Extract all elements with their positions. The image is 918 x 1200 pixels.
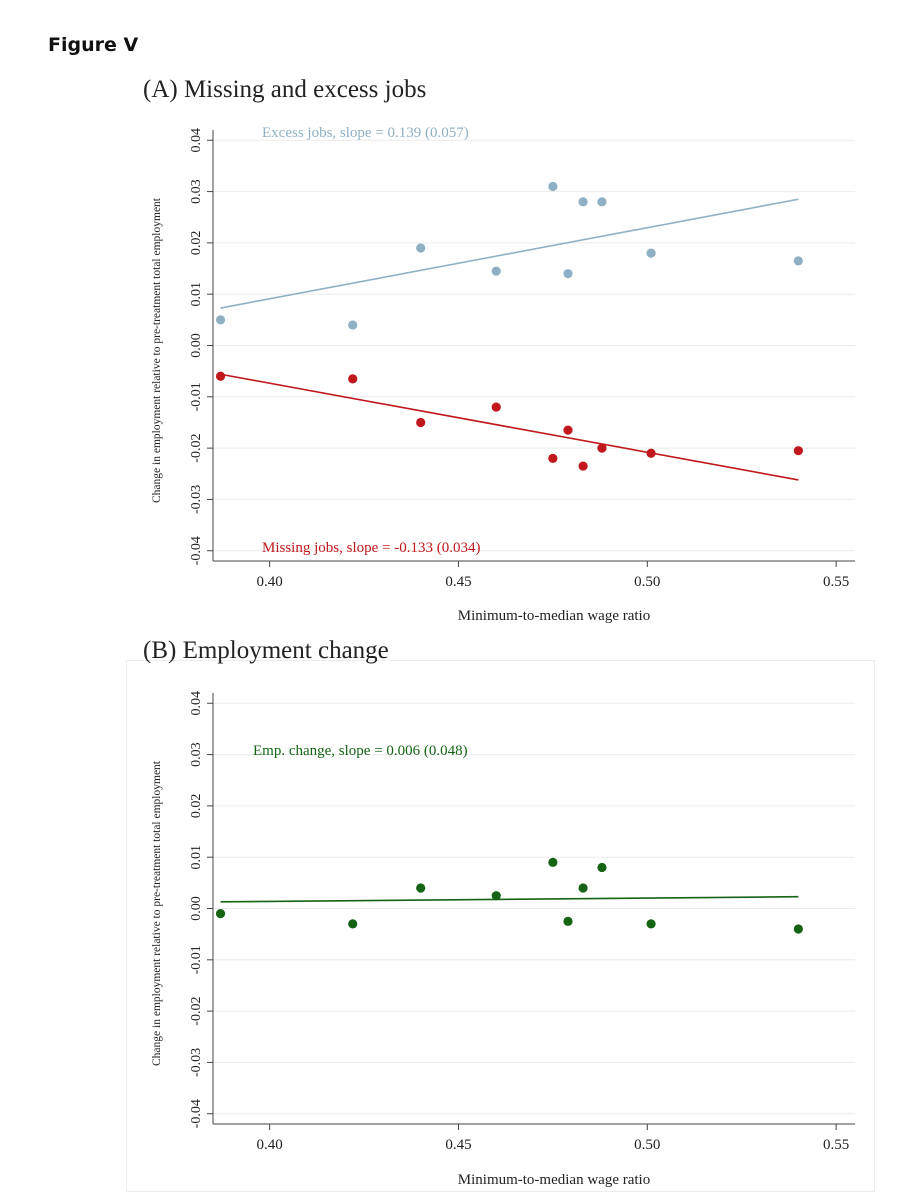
panel-a-series-2-annotation: Missing jobs, slope = -0.133 (0.034)	[262, 540, 480, 556]
panel-a-series-1-point	[416, 243, 426, 253]
panel-a-series-1-point	[491, 266, 501, 276]
figure-label: Figure V	[48, 34, 139, 56]
panel-a-x-tick-label: 0.40	[257, 574, 283, 590]
panel-a-series-2-point	[215, 371, 226, 381]
panel-a-y-tick-label: 0.00	[189, 333, 204, 358]
panel-b-y-tick-label: -0.03	[189, 1048, 204, 1077]
panel-b-y-tick-label: -0.02	[189, 997, 204, 1026]
panel-b-title: (B) Employment change	[143, 637, 389, 664]
panel-b-x-tick-label: 0.45	[445, 1137, 471, 1153]
panel-b-y-tick-label: 0.04	[189, 691, 204, 716]
panel-b-series-1-point	[348, 919, 358, 929]
panel-b-series-1-point	[215, 909, 226, 919]
panel-a-series-2-point	[597, 443, 607, 453]
panel-a-series-2-point	[563, 425, 573, 435]
panel-a-y-axis-label: Change in employment relative to pre-tre…	[151, 197, 163, 503]
panel-a-x-axis-label: Minimum-to-median wage ratio	[458, 608, 650, 624]
panel-b-series-1-point	[416, 883, 426, 893]
panel-a-series-1-point	[548, 181, 558, 192]
panel-a-series-1-annotation: Excess jobs, slope = 0.139 (0.057)	[262, 125, 469, 141]
panel-a-series-1-point	[646, 248, 656, 258]
panel-b-y-tick-label: 0.03	[189, 742, 204, 767]
panel-a-series-1-point	[563, 269, 573, 279]
panel-a-title: (A) Missing and excess jobs	[143, 76, 426, 103]
panel-b-y-tick-label: 0.02	[189, 794, 204, 819]
panel-b-series-1-point	[578, 883, 588, 893]
panel-a-series-2-point	[646, 448, 656, 458]
panel-a-y-tick-label: 0.02	[189, 231, 204, 256]
panel-b-series-1-point	[548, 857, 558, 867]
panel-a-x-tick-label: 0.55	[823, 574, 849, 590]
panel-a-series-2-point	[548, 453, 558, 463]
panel-a-series-2-point	[416, 417, 426, 428]
panel-a-series-1-point	[793, 256, 803, 266]
panel-b-y-axis-label: Change in employment relative to pre-tre…	[151, 760, 163, 1066]
panel-a-y-tick-label: -0.02	[189, 434, 204, 463]
panel-b-x-axis-label: Minimum-to-median wage ratio	[458, 1172, 650, 1188]
panel-a-series-1-point	[578, 197, 588, 207]
panel-a-y-tick-label: -0.01	[189, 382, 204, 411]
panel-b-series-1-point	[597, 862, 607, 873]
panel-a-series-2-point	[793, 446, 803, 456]
panel-b-series-1-point	[793, 924, 803, 934]
panel-b-y-tick-label: 0.00	[189, 896, 204, 921]
panel-a-series-1-point	[348, 320, 358, 330]
panel-b-series-1-point	[646, 919, 656, 929]
panel-b-x-tick-label: 0.40	[257, 1137, 283, 1153]
panel-a-series-1-fit-line	[220, 198, 799, 309]
panel-b-series-1-annotation: Emp. change, slope = 0.006 (0.048)	[253, 743, 468, 759]
panel-a-y-tick-label: 0.03	[189, 179, 204, 204]
panel-b-series-1-point	[563, 916, 573, 926]
panel-b-y-tick-label: 0.01	[189, 845, 204, 870]
panel-a-series-2-point	[348, 374, 358, 384]
panel-b-x-tick-label: 0.55	[823, 1137, 849, 1153]
panel-a-series-1-point	[215, 315, 226, 325]
panel-a-y-tick-label: -0.04	[189, 536, 204, 565]
panel-a-x-tick-label: 0.50	[634, 574, 660, 590]
panel-a-y-tick-label: 0.04	[189, 128, 204, 153]
panel-b-series-1-point	[491, 891, 501, 901]
panel-b-series-1-fit-line	[220, 895, 799, 903]
panel-b-y-tick-label: -0.04	[189, 1099, 204, 1128]
panel-a-series-1-point	[597, 197, 607, 207]
panel-a-series-2-point	[491, 402, 501, 412]
panel-a-series-2-point	[578, 461, 588, 471]
panel-b-x-tick-label: 0.50	[634, 1137, 660, 1153]
panel-a-x-tick-label: 0.45	[445, 574, 471, 590]
panel-b-frame	[126, 660, 875, 1192]
panel-b-y-tick-label: -0.01	[189, 945, 204, 974]
panel-a-y-tick-label: 0.01	[189, 282, 204, 307]
panel-a-series-2-fit-line	[220, 373, 799, 481]
panel-a-y-tick-label: -0.03	[189, 485, 204, 514]
